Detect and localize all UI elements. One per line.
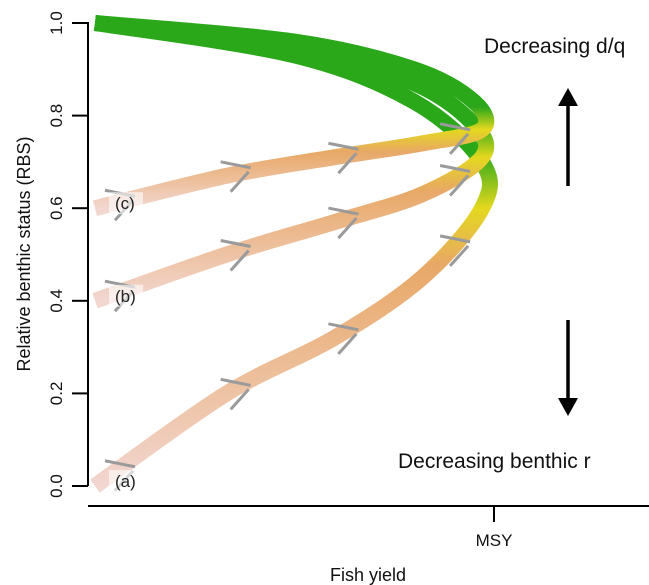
up-arrow-icon [558,88,578,186]
whisker-1-2-b [337,217,358,240]
whisker-2-3-a [439,122,471,132]
whisker-1-3-a [439,164,471,173]
series-label-0: (a) [115,472,136,491]
whisker-0-1-a [220,377,251,387]
whisker-1-1-b [229,249,250,272]
annotation-decreasing-benthic-r: Decreasing benthic r [398,450,591,473]
y-tick-label-2: 0.4 [47,289,66,313]
series-label-bg-2 [109,192,143,215]
whisker-0-1-b [229,388,250,411]
y-axis-title: Relative benthic status (RBS) [14,136,34,371]
whisker-2-1-a [220,160,251,170]
down-arrow-icon [558,320,578,416]
whisker-2-2-a [328,141,359,151]
series-curve-2 [93,15,495,216]
series-label-2: (c) [115,194,135,213]
whisker-0-3-b [449,244,470,267]
whisker-2-3-b [449,132,470,155]
whisker-0-2-b [337,332,358,355]
series-label-bg-0 [109,470,143,492]
whisker-1-3-b [449,174,470,197]
whisker-2-1-b [229,170,250,193]
whisker-2-2-b [337,152,358,175]
whisker-1-1-a [220,239,251,248]
y-tick-label-4: 0.8 [47,104,66,128]
whisker-0-3-a [439,234,471,244]
series-label-1: (b) [115,287,136,306]
y-tick-label-3: 0.6 [47,196,66,220]
whisker-0-2-a [328,322,359,332]
series-label-bg-1 [109,284,143,307]
y-tick-label-1: 0.2 [47,382,66,406]
y-tick-label-0: 0.0 [47,474,66,498]
x-axis-title: Fish yield [330,565,406,585]
whisker-0-0-a [104,459,136,469]
whisker-1-2-a [328,206,359,216]
x-tick-label-msy: MSY [476,531,513,550]
annotation-decreasing-dq: Decreasing d/q [484,35,625,58]
y-tick-label-5: 1.0 [47,11,66,35]
